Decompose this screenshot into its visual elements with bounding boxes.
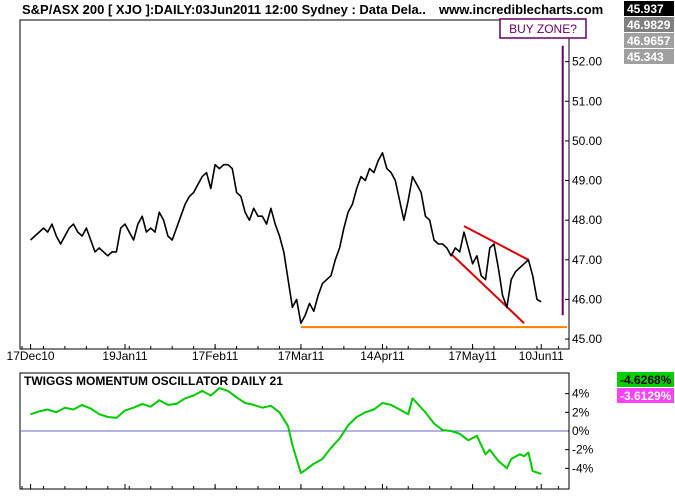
price-badge — [624, 17, 674, 32]
oscillator-title: TWIGGS MOMENTUM OSCILLATOR DAILY 21 — [24, 374, 283, 388]
price-x-tick-label: 17Mar11 — [278, 349, 325, 363]
osc-y-tick-label: 2% — [572, 405, 590, 419]
price-badge-label: 46.9829 — [627, 18, 671, 32]
osc-y-tick-label: -2% — [572, 443, 594, 457]
price-badge — [624, 1, 674, 16]
oscillator-badge — [617, 372, 674, 387]
price-x-axis: 17Dec10 19Jan11 17Feb11 17Mar11 14Apr11 17May… — [7, 344, 564, 363]
price-y-tick-label: 47.00 — [572, 253, 602, 267]
price-badge-label: 46.9657 — [627, 34, 671, 48]
price-y-axis: 45.00 46.00 47.00 48.00 49.00 50.00 51.00 52.00 — [565, 55, 602, 346]
trendline — [463, 225, 529, 261]
price-y-tick-label: 48.00 — [572, 213, 602, 227]
oscillator-y-axis: 4% 2% 0% -2% -4% — [21, 387, 594, 489]
price-y-tick-label: 45.00 — [572, 332, 602, 346]
price-y-tick-label: 50.00 — [572, 134, 602, 148]
trendline — [450, 253, 525, 324]
oscillator-badge-label: -3.6129% — [620, 389, 672, 403]
price-series — [30, 152, 542, 324]
price-badge — [624, 33, 674, 48]
watermark: www.incrediblecharts.com — [438, 2, 603, 17]
price-y-tick-label: 51.00 — [572, 94, 602, 108]
price-badge-label: 45.937 — [627, 2, 664, 16]
oscillator-badge — [617, 388, 674, 403]
price-x-tick-label: 10Jun11 — [519, 349, 564, 363]
price-badge — [624, 49, 674, 64]
price-x-tick-label: 17May11 — [448, 349, 497, 363]
price-panel: S&P/ASX 200 [ XJO ]:DAILY:03Jun2011 12:0… — [7, 2, 604, 363]
buy-zone-label: BUY ZONE? — [509, 22, 577, 36]
price-y-tick-label: 46.00 — [572, 292, 602, 306]
oscillator-line — [30, 387, 542, 475]
price-x-tick-label: 19Jan11 — [102, 349, 147, 363]
price-x-tick-label: 17Feb11 — [192, 349, 239, 363]
price-y-tick-label: 52.00 — [572, 55, 602, 69]
price-line — [30, 152, 542, 324]
price-badges: 45.937 46.9829 46.9657 45.343 — [624, 1, 674, 64]
price-x-tick-label: 17Dec10 — [7, 349, 55, 363]
osc-y-tick-label: -4% — [572, 461, 594, 475]
osc-y-tick-label: 0% — [572, 424, 590, 438]
price-x-tick-label: 14Apr11 — [360, 349, 405, 363]
oscillator-series — [30, 387, 542, 475]
oscillator-badges: -4.6268% -3.6129% — [617, 372, 674, 403]
osc-y-tick-label: 4% — [572, 387, 590, 401]
buy-zone-annotation: BUY ZONE? — [499, 18, 587, 39]
chart-title: S&P/ASX 200 [ XJO ]:DAILY:03Jun2011 12:0… — [22, 2, 426, 17]
price-badge-label: 45.343 — [627, 50, 664, 64]
price-y-tick-label: 49.00 — [572, 174, 602, 188]
trendlines — [300, 45, 567, 329]
oscillator-panel: TWIGGS MOMENTUM OSCILLATOR DAILY 21 4% 2%… — [19, 372, 594, 490]
oscillator-badge-label: -4.6268% — [620, 373, 672, 387]
